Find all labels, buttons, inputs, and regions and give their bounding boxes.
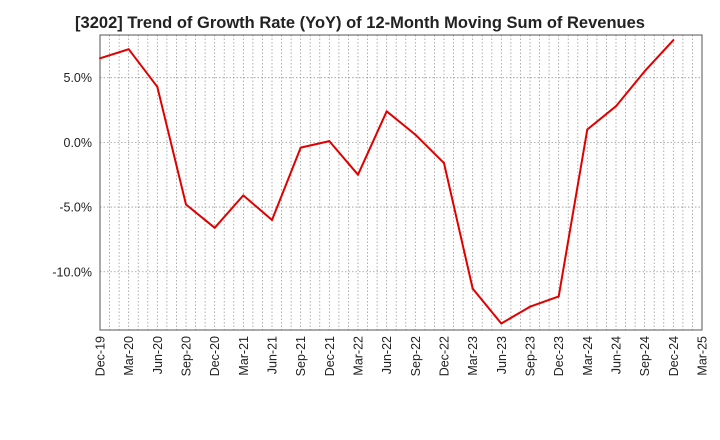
x-tick-label: Sep-24 (638, 336, 652, 376)
x-tick-label: Mar-20 (122, 336, 136, 376)
data-point (414, 133, 417, 136)
data-point (328, 140, 331, 143)
data-point (586, 128, 589, 131)
x-tick-label: Mar-25 (696, 336, 710, 376)
data-point (643, 70, 646, 73)
chart-title: [3202] Trend of Growth Rate (YoY) of 12-… (75, 14, 645, 32)
x-tick-label: Sep-20 (180, 336, 194, 376)
data-point (242, 194, 245, 197)
data-point (385, 110, 388, 113)
data-point (185, 203, 187, 206)
y-tick-label: 5.0% (64, 71, 93, 85)
plot-frame (99, 34, 703, 331)
data-point (156, 85, 159, 88)
x-tick-label: Dec-23 (552, 336, 566, 376)
x-tick-labels: Dec-19 Mar-20 Jun-20 Sep-20 Dec-20 Mar-21 Jun-… (94, 336, 710, 376)
x-tick-label: Jun-20 (151, 336, 165, 374)
x-tick-label: Sep-22 (409, 336, 423, 376)
data-point (99, 57, 101, 60)
x-tick-label: Jun-24 (610, 336, 624, 374)
y-tick-label: -5.0% (59, 201, 92, 215)
data-point (557, 295, 560, 298)
x-tick-label: Dec-20 (208, 336, 222, 376)
data-point (471, 287, 474, 290)
x-tick-label: Jun-22 (380, 336, 394, 374)
data-point (529, 305, 531, 308)
data-point (500, 322, 503, 325)
data-point (271, 219, 273, 222)
x-tick-label: Dec-24 (667, 336, 681, 376)
data-point (672, 39, 675, 42)
x-tick-label: Jun-23 (495, 336, 509, 374)
x-tick-label: Sep-23 (524, 336, 538, 376)
grid-layer (100, 35, 702, 330)
y-tick-labels: 5.0% 0.0% -5.0% -10.0% (52, 71, 92, 279)
data-point (357, 173, 359, 176)
y-tick-label: -10.0% (52, 265, 92, 279)
data-point (299, 146, 302, 149)
x-tick-label: Dec-21 (323, 336, 337, 376)
data-point (443, 162, 445, 165)
x-tick-label: Dec-22 (438, 336, 452, 376)
x-tick-label: Mar-23 (466, 336, 480, 376)
series-layer (99, 39, 675, 325)
data-point (127, 48, 130, 51)
x-tick-label: Dec-19 (94, 336, 108, 376)
x-tick-label: Mar-24 (581, 336, 595, 376)
x-tick-label: Sep-21 (294, 336, 308, 376)
y-tick-label: 0.0% (64, 136, 93, 150)
x-tick-label: Jun-21 (266, 336, 280, 374)
x-tick-label: Mar-22 (352, 336, 366, 376)
data-point (213, 226, 216, 229)
x-tick-label: Mar-21 (237, 336, 251, 376)
data-point (615, 105, 617, 108)
